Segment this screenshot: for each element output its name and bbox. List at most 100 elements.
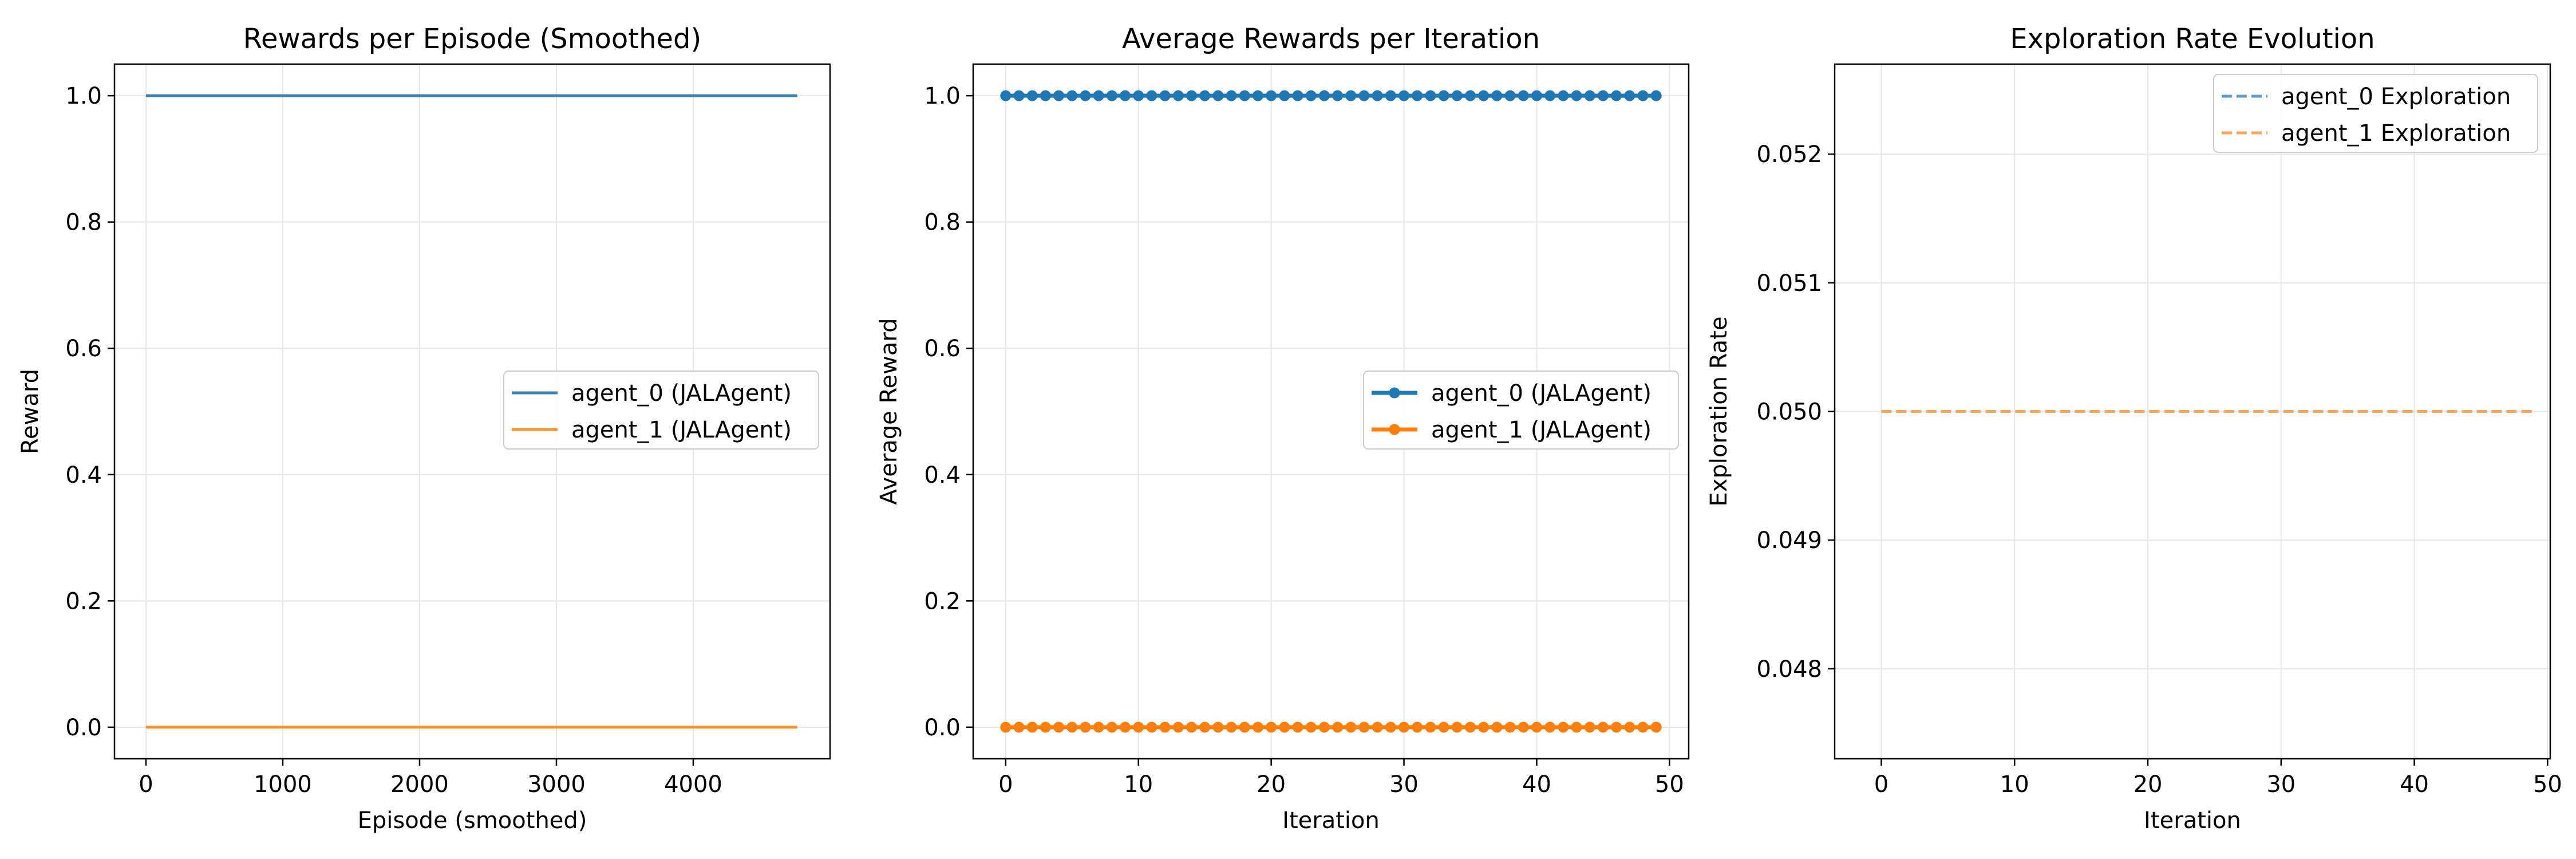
x-tick-label: 50 <box>1655 771 1684 798</box>
data-point <box>1544 722 1556 733</box>
data-point <box>1372 722 1383 733</box>
x-tick-label: 0 <box>998 771 1013 798</box>
data-point <box>1571 722 1582 733</box>
data-point <box>1026 722 1038 733</box>
data-point <box>1172 90 1184 101</box>
data-point <box>1650 90 1662 101</box>
data-point <box>1292 90 1303 101</box>
data-point <box>1478 90 1490 101</box>
data-point <box>1186 90 1197 101</box>
y-tick-label: 0.2 <box>65 588 102 614</box>
legend-box <box>2213 74 2538 153</box>
x-tick-label: 3000 <box>527 771 586 798</box>
data-point <box>1159 90 1171 101</box>
y-tick-label: 0.8 <box>65 210 102 236</box>
data-point <box>1597 90 1609 101</box>
legend: agent_0 (JALAgent) agent_1 (JALAgent) <box>1363 371 1679 450</box>
data-point <box>1518 722 1529 733</box>
legend-box <box>1363 371 1679 450</box>
chart-3: 0 10 20 30 40 50 0.048 0.049 0.050 0.051 0.052 Expl… <box>1706 23 2562 834</box>
data-point <box>1318 722 1330 733</box>
y-tick-label: 0.4 <box>924 462 961 488</box>
data-point <box>1398 722 1410 733</box>
data-point <box>1013 90 1025 101</box>
legend: agent_0 Exploration agent_1 Exploration <box>2213 74 2538 153</box>
chart-title: Average Rewards per Iteration <box>1122 23 1540 55</box>
x-axis-label: Episode (smoothed) <box>358 807 587 834</box>
legend-box <box>503 371 819 450</box>
x-tick-label: 40 <box>2400 771 2429 798</box>
data-point <box>1558 90 1569 101</box>
data-point <box>1239 722 1250 733</box>
data-point <box>1584 90 1595 101</box>
legend-marker-2 <box>1389 424 1400 435</box>
data-point <box>1558 722 1569 733</box>
chart-title: Exploration Rate Evolution <box>2010 23 2374 55</box>
data-point <box>1106 90 1117 101</box>
data-point <box>1624 90 1635 101</box>
legend-entry-1: agent_0 Exploration <box>2281 84 2511 110</box>
data-point <box>1425 90 1436 101</box>
data-point <box>1478 722 1490 733</box>
legend-entry-2: agent_1 Exploration <box>2281 120 2511 147</box>
data-point <box>1372 90 1383 101</box>
chart-2: 0 10 20 30 40 50 0.0 0.2 0.4 0.6 0.8 1.0 Average Rew… <box>876 23 1690 834</box>
x-tick-label: 1000 <box>254 771 312 798</box>
x-tick-label: 0 <box>1874 771 1888 798</box>
data-point <box>1438 722 1449 733</box>
data-point <box>1531 90 1542 101</box>
data-point <box>1239 90 1250 101</box>
data-point <box>1106 722 1117 733</box>
legend: agent_0 (JALAgent) agent_1 (JALAgent) <box>503 371 819 450</box>
data-point <box>1584 722 1595 733</box>
data-point <box>1266 722 1277 733</box>
data-point <box>1345 722 1357 733</box>
data-point <box>1000 90 1012 101</box>
data-point <box>1146 722 1157 733</box>
y-tick-label: 0.4 <box>65 462 102 488</box>
data-point <box>1332 90 1344 101</box>
data-point <box>1172 722 1184 733</box>
data-point <box>1465 722 1476 733</box>
data-point <box>1093 90 1104 101</box>
x-tick-label: 50 <box>2533 771 2562 798</box>
y-tick-label: 0.0 <box>65 715 102 741</box>
data-point <box>1571 90 1582 101</box>
data-point <box>1053 90 1065 101</box>
data-point <box>1398 90 1410 101</box>
data-point <box>1080 722 1091 733</box>
data-point <box>1451 722 1463 733</box>
data-point <box>1226 90 1237 101</box>
data-point <box>1624 722 1635 733</box>
y-tick-label: 0.0 <box>924 715 961 741</box>
y-tick-label: 1.0 <box>65 83 102 109</box>
data-point <box>1451 90 1463 101</box>
data-point <box>1637 90 1649 101</box>
chart-1: 0 1000 2000 3000 4000 0.0 0.2 0.4 0.6 0.8 1.0 Rewar… <box>17 23 831 834</box>
data-point <box>1637 722 1649 733</box>
data-point <box>1385 90 1396 101</box>
data-point <box>1597 722 1609 733</box>
y-tick-label: 0.8 <box>924 210 961 236</box>
data-point <box>1491 722 1503 733</box>
y-tick-label: 0.6 <box>924 336 961 362</box>
data-point <box>1358 90 1370 101</box>
data-point <box>1212 90 1224 101</box>
data-point <box>1199 90 1211 101</box>
x-axis-label: Iteration <box>1282 807 1380 834</box>
data-point <box>1345 90 1357 101</box>
y-axis-label: Reward <box>17 369 44 454</box>
x-tick-label: 30 <box>2266 771 2296 798</box>
data-point <box>1120 722 1131 733</box>
legend-entry-2: agent_1 (JALAgent) <box>571 417 792 443</box>
data-point <box>1133 90 1144 101</box>
x-tick-label: 30 <box>1389 771 1419 798</box>
plot-frame <box>113 63 831 760</box>
data-point <box>1026 90 1038 101</box>
legend-entry-1: agent_0 (JALAgent) <box>571 380 792 407</box>
y-axis-label: Exploration Rate <box>1706 317 1732 507</box>
x-tick-label: 2000 <box>390 771 449 798</box>
legend-entry-2: agent_1 (JALAgent) <box>1431 417 1652 443</box>
data-point <box>1611 722 1622 733</box>
data-point <box>1066 90 1078 101</box>
